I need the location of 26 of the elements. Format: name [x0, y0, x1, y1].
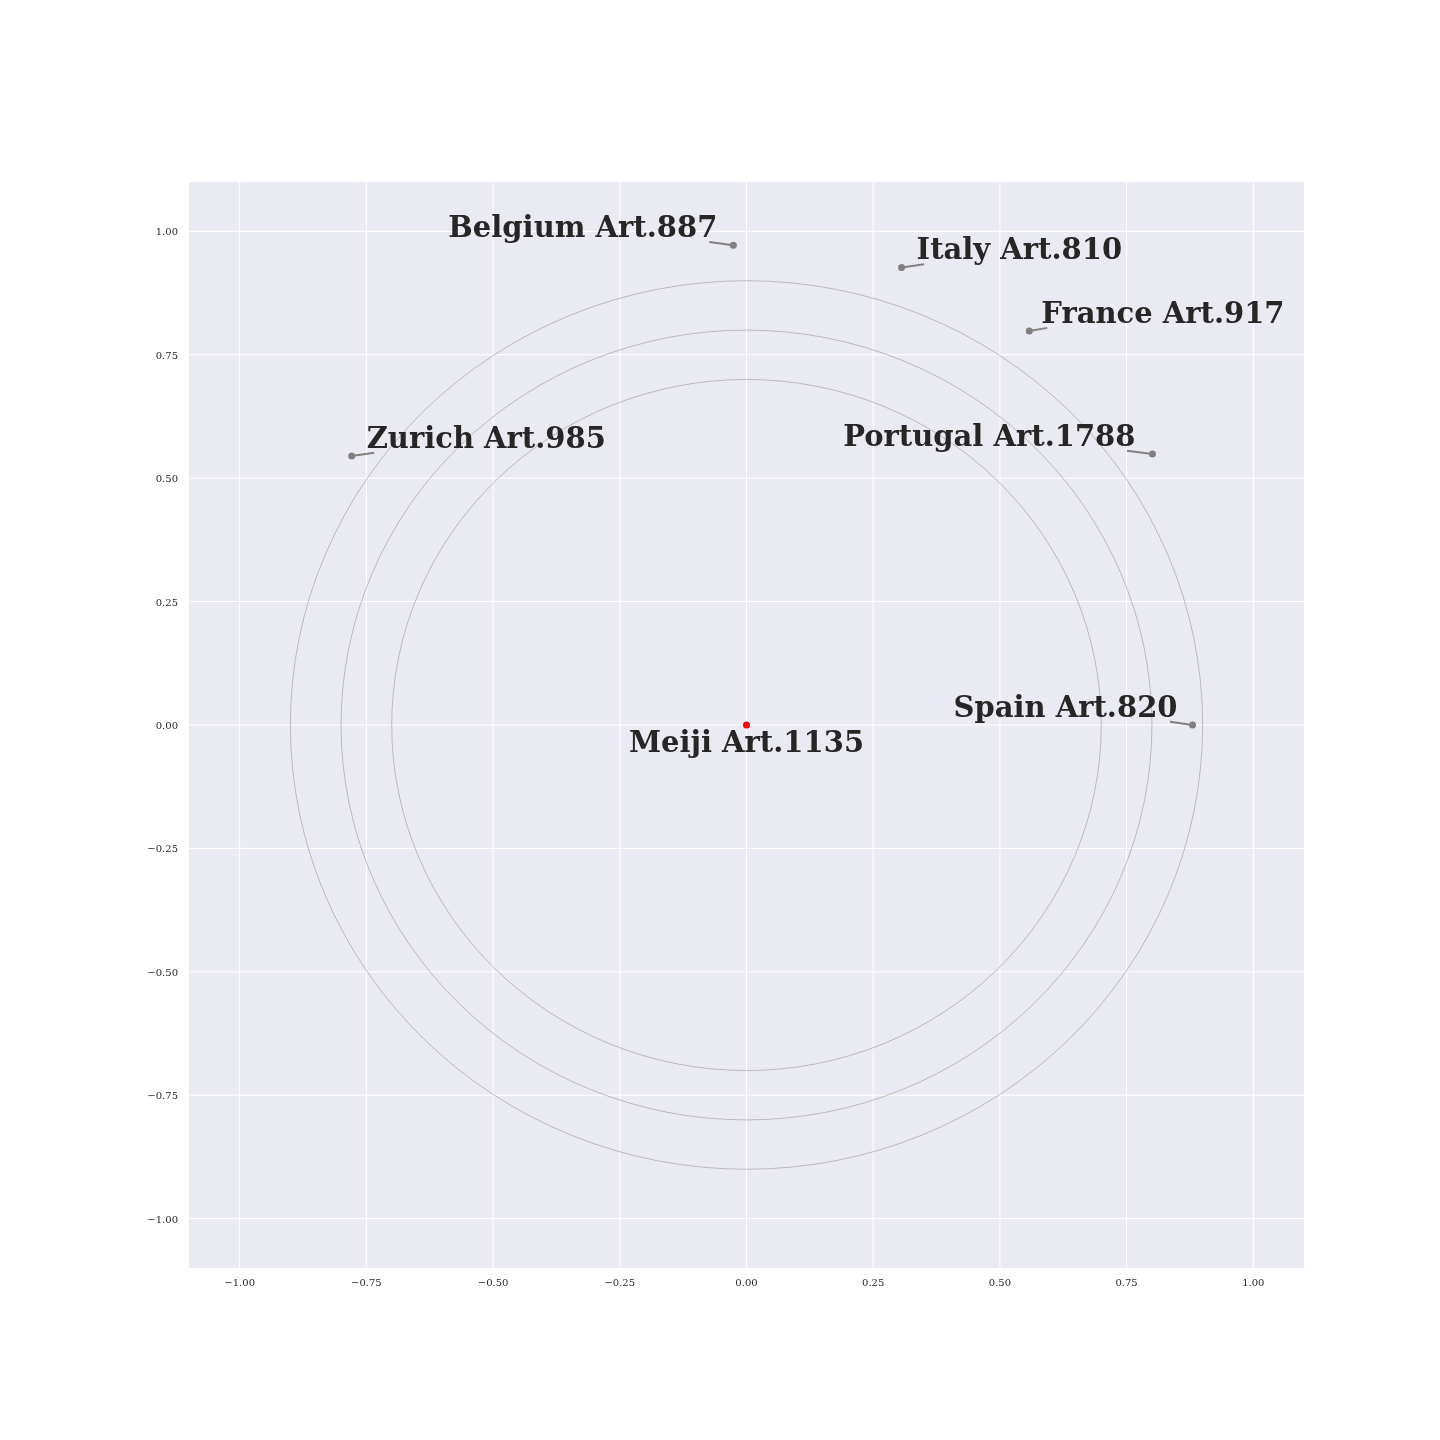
x-tick-label: 0.50 — [988, 1277, 1012, 1288]
annotation: Zurich Art.985 — [366, 420, 606, 455]
y-tick-label: −0.50 — [147, 966, 178, 978]
y-tick-label: −1.00 — [147, 1213, 178, 1225]
annotation: Italy Art.810 — [916, 232, 1123, 267]
annotation: Belgium Art.887 — [448, 210, 718, 245]
y-tick-label: 0.50 — [155, 473, 178, 485]
x-tick-label: 0.75 — [1115, 1277, 1138, 1288]
x-tick-label: 1.00 — [1242, 1277, 1265, 1288]
y-tick-label: −0.25 — [147, 843, 178, 855]
x-tick-label: −0.50 — [477, 1277, 509, 1288]
y-tick-label: 0.75 — [155, 349, 178, 361]
y-tick-label: −0.75 — [147, 1090, 178, 1102]
x-tick-label: 0.25 — [862, 1277, 885, 1288]
y-tick-label: 0.00 — [155, 720, 178, 731]
x-tick-label: −0.25 — [604, 1277, 636, 1288]
x-tick-label: 0.00 — [735, 1277, 758, 1288]
annotation: Portugal Art.1788 — [843, 418, 1136, 453]
annotation: Spain Art.820 — [953, 690, 1178, 724]
y-tick-label: 1.00 — [155, 226, 178, 238]
point — [729, 241, 737, 249]
x-tick-label: −1.00 — [224, 1277, 256, 1288]
y-tick-label: 0.25 — [155, 596, 178, 608]
x-tick-label: −0.75 — [351, 1277, 382, 1288]
annotation: France Art.917 — [1041, 296, 1285, 331]
annotation: Meiji Art.1135 — [628, 725, 865, 759]
